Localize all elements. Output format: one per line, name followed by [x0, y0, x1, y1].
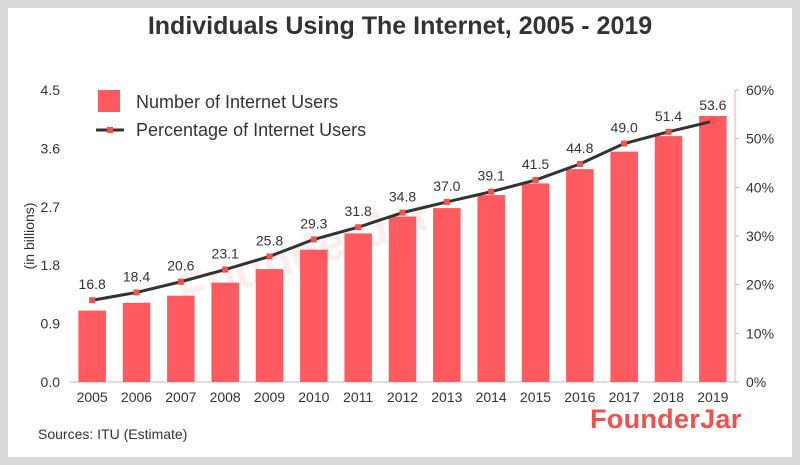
line-marker — [443, 198, 450, 205]
source-note: Sources: ITU (Estimate) — [38, 426, 188, 442]
line-marker — [709, 118, 716, 125]
chart-title: Individuals Using The Internet, 2005 - 2… — [147, 12, 653, 40]
x-tick-label: 2007 — [165, 389, 196, 405]
line-marker — [488, 188, 495, 195]
data-label: 20.6 — [167, 258, 194, 274]
bar — [167, 295, 195, 382]
x-tick-label: 2017 — [609, 389, 640, 405]
bar — [344, 233, 372, 382]
x-tick-label: 2012 — [387, 389, 418, 405]
x-tick-label: 2014 — [476, 389, 507, 405]
x-tick-label: 2018 — [653, 389, 684, 405]
data-label: 16.8 — [79, 276, 106, 292]
legend-line-label: Percentage of Internet Users — [136, 120, 366, 140]
line-marker — [266, 253, 273, 260]
legend-bar-label: Number of Internet Users — [136, 92, 338, 112]
y-axis-label: (in billions) — [21, 203, 37, 270]
brand-logo: FounderJar — [590, 404, 742, 434]
y-tick-label: 3.6 — [41, 140, 61, 156]
bar — [654, 136, 683, 382]
data-label: 41.5 — [522, 156, 549, 172]
bar — [521, 183, 550, 382]
x-tick-label: 2008 — [210, 389, 241, 405]
data-label: 18.4 — [123, 268, 150, 284]
line-marker — [399, 209, 406, 216]
bar — [699, 115, 727, 382]
y-tick-label: 4.5 — [41, 82, 61, 98]
x-tick-label: 2006 — [121, 389, 152, 405]
bar — [211, 282, 239, 382]
bar — [477, 195, 505, 382]
bar — [122, 302, 151, 382]
y2-tick-label: 60% — [746, 82, 774, 98]
y-tick-label: 1.8 — [41, 257, 61, 273]
bar — [78, 310, 106, 382]
bar — [388, 216, 417, 382]
legend-line-marker — [107, 127, 113, 133]
line-marker — [532, 177, 539, 184]
y2-tick-label: 10% — [746, 325, 774, 341]
line-marker — [355, 224, 362, 231]
bar — [610, 151, 638, 382]
line-marker — [665, 128, 672, 135]
line-marker — [310, 236, 317, 243]
bar — [433, 208, 461, 382]
data-label: 23.1 — [212, 246, 239, 262]
line-marker — [621, 140, 628, 147]
data-label: 31.8 — [345, 203, 372, 219]
bar — [566, 169, 594, 382]
x-tick-label: 2013 — [431, 389, 462, 405]
line-marker — [576, 160, 583, 167]
data-label: 25.8 — [256, 232, 283, 248]
x-tick-label: 2016 — [564, 389, 595, 405]
data-label: 51.4 — [655, 108, 682, 124]
x-tick-label: 2019 — [697, 389, 728, 405]
y2-tick-label: 20% — [746, 277, 774, 293]
line-marker — [89, 297, 96, 304]
data-label: 34.8 — [389, 189, 416, 205]
bar — [255, 269, 284, 382]
y-tick-label: 0.9 — [41, 316, 61, 332]
line-marker — [133, 289, 140, 296]
data-label: 53.6 — [699, 97, 726, 113]
data-label: 37.0 — [433, 178, 460, 194]
data-label: 44.8 — [566, 140, 593, 156]
y2-tick-label: 30% — [746, 228, 774, 244]
bar — [300, 249, 328, 382]
x-tick-label: 2011 — [343, 389, 373, 405]
y-tick-label: 0.0 — [41, 374, 61, 390]
y-tick-label: 2.7 — [41, 199, 61, 215]
x-tick-label: 2005 — [77, 389, 108, 405]
line-marker — [222, 266, 229, 273]
legend-bar-swatch — [98, 90, 120, 112]
x-tick-label: 2015 — [520, 389, 551, 405]
data-label: 29.3 — [300, 215, 327, 231]
x-tick-label: 2009 — [254, 389, 285, 405]
line-marker — [177, 278, 184, 285]
y2-tick-label: 40% — [746, 179, 774, 195]
y2-tick-label: 50% — [746, 131, 774, 147]
data-label: 39.1 — [478, 168, 505, 184]
x-tick-label: 2010 — [298, 389, 329, 405]
data-label: 49.0 — [611, 120, 638, 136]
y2-tick-label: 0% — [746, 374, 766, 390]
